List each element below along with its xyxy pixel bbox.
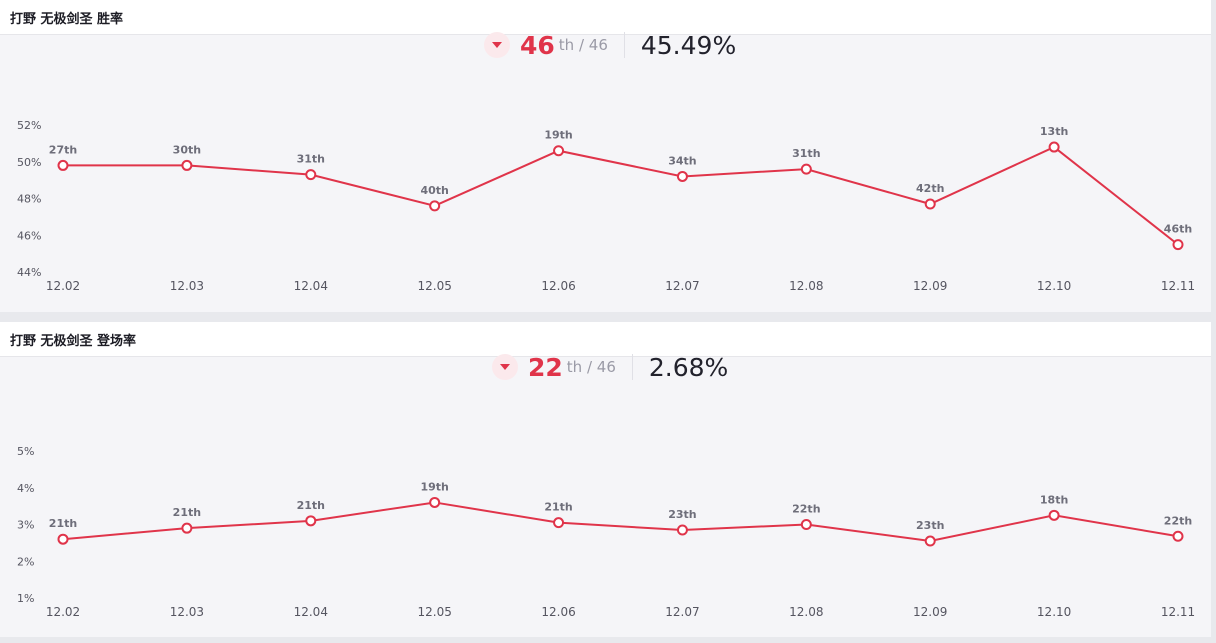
- x-tick-label: 12.02: [46, 279, 80, 293]
- data-point[interactable]: [1172, 530, 1184, 542]
- pickrate-rank-suffix: th / 46: [566, 358, 616, 376]
- data-point[interactable]: [57, 533, 69, 545]
- winrate-line-chart: 52% 50% 48% 46% 44% 12.02 12.03 12.04 12.05 12.06…: [17, 119, 1195, 293]
- pickrate-panel-title: 打野 无极剑圣 登场率: [0, 322, 1211, 357]
- x-tick-label: 12.06: [541, 279, 575, 293]
- point-rank-label: 23th: [916, 519, 944, 532]
- point-rank-label: 27th: [49, 143, 77, 156]
- winrate-value: 45.49%: [640, 30, 737, 60]
- point-rank-label: 42th: [916, 182, 944, 195]
- point-rank-label: 31th: [792, 147, 820, 160]
- data-point[interactable]: [181, 522, 193, 534]
- x-tick-label: 12.06: [541, 605, 575, 619]
- pickrate-value: 2.68%: [648, 352, 729, 382]
- winrate-panel: 打野 无极剑圣 胜率 46 th / 46 45.49% 52% 50% 48% 46…: [0, 0, 1211, 312]
- data-point[interactable]: [181, 159, 193, 171]
- data-point[interactable]: [676, 524, 688, 536]
- point-rank-label: 23th: [668, 508, 696, 521]
- point-rank-label: 22th: [792, 503, 820, 516]
- x-tick-label: 12.04: [294, 605, 328, 619]
- y-tick-label: 3%: [17, 519, 34, 532]
- data-point[interactable]: [1048, 509, 1060, 521]
- data-point[interactable]: [553, 145, 565, 157]
- y-tick-label: 4%: [17, 482, 34, 495]
- x-tick-label: 12.10: [1037, 279, 1071, 293]
- data-point[interactable]: [1048, 141, 1060, 153]
- point-rank-label: 30th: [173, 143, 201, 156]
- data-point[interactable]: [800, 519, 812, 530]
- point-rank-label: 40th: [420, 184, 448, 197]
- winrate-summary: 46 th / 46 45.49%: [484, 30, 737, 60]
- point-rank-label: 46th: [1164, 223, 1192, 236]
- data-point[interactable]: [305, 515, 317, 527]
- x-tick-label: 12.09: [913, 279, 947, 293]
- x-tick-label: 12.09: [913, 605, 947, 619]
- y-tick-label: 44%: [17, 266, 41, 279]
- point-rank-label: 21th: [173, 506, 201, 519]
- x-tick-label: 12.03: [170, 605, 204, 619]
- point-rank-label: 18th: [1040, 493, 1068, 506]
- winrate-rank-suffix: th / 46: [558, 36, 608, 54]
- point-rank-label: 19th: [544, 129, 572, 142]
- point-rank-label: 13th: [1040, 125, 1068, 138]
- x-tick-label: 12.05: [417, 605, 451, 619]
- y-tick-label: 50%: [17, 156, 41, 169]
- point-rank-label: 21th: [297, 499, 325, 512]
- x-tick-label: 12.10: [1037, 605, 1071, 619]
- data-point[interactable]: [553, 517, 565, 529]
- trend-down-icon: [492, 354, 518, 380]
- y-tick-label: 1%: [17, 592, 34, 605]
- data-point[interactable]: [676, 170, 688, 182]
- data-point[interactable]: [57, 159, 69, 171]
- data-point[interactable]: [924, 535, 936, 547]
- pickrate-line-chart: 5% 4% 3% 2% 1% 12.02 12.03 12.04 12.05 12.06 12.07…: [17, 445, 1195, 619]
- x-tick-label: 12.03: [170, 279, 204, 293]
- x-tick-label: 12.05: [417, 279, 451, 293]
- summary-divider: [623, 32, 625, 58]
- pickrate-panel: 打野 无极剑圣 登场率 22 th / 46 2.68% 5% 4% 3% 2% 1% 1…: [0, 322, 1211, 637]
- pickrate-summary: 22 th / 46 2.68%: [492, 352, 729, 382]
- point-rank-label: 21th: [49, 517, 77, 530]
- x-tick-label: 12.04: [294, 279, 328, 293]
- point-rank-label: 31th: [297, 153, 325, 166]
- y-tick-label: 52%: [17, 119, 41, 132]
- point-rank-label: 22th: [1164, 514, 1192, 527]
- point-rank-label: 21th: [544, 501, 572, 514]
- data-point[interactable]: [305, 169, 317, 181]
- series-line: [62, 501, 1179, 543]
- trend-down-icon: [484, 32, 510, 58]
- x-tick-label: 12.11: [1161, 279, 1195, 293]
- point-rank-label: 19th: [420, 480, 448, 493]
- summary-divider: [631, 354, 633, 380]
- x-tick-label: 12.08: [789, 279, 823, 293]
- x-tick-label: 12.11: [1161, 605, 1195, 619]
- y-tick-label: 5%: [17, 445, 34, 458]
- data-point[interactable]: [800, 163, 812, 175]
- y-tick-label: 48%: [17, 193, 41, 206]
- data-point[interactable]: [1172, 239, 1184, 251]
- pickrate-rank: 22: [528, 352, 563, 382]
- x-tick-label: 12.07: [665, 279, 699, 293]
- point-rank-label: 34th: [668, 154, 696, 167]
- series-line: [63, 145, 1179, 246]
- y-tick-label: 46%: [17, 229, 41, 242]
- winrate-rank: 46: [520, 30, 555, 60]
- x-tick-label: 12.07: [665, 605, 699, 619]
- x-tick-label: 12.08: [789, 605, 823, 619]
- data-point[interactable]: [924, 198, 936, 210]
- y-tick-label: 2%: [17, 555, 34, 568]
- x-tick-label: 12.02: [46, 605, 80, 619]
- data-point[interactable]: [429, 200, 441, 212]
- winrate-panel-title: 打野 无极剑圣 胜率: [0, 0, 1211, 35]
- data-point[interactable]: [429, 496, 441, 508]
